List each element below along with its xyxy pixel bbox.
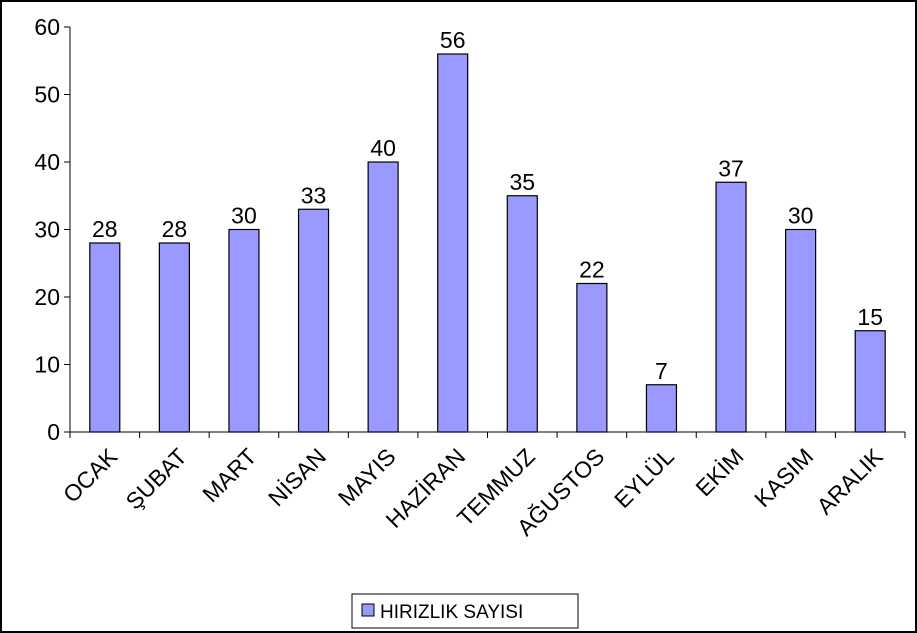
bar xyxy=(89,242,121,433)
data-label: 28 xyxy=(162,216,188,242)
bar xyxy=(367,161,399,433)
data-label: 15 xyxy=(857,304,883,330)
bar xyxy=(158,242,190,433)
data-label: 7 xyxy=(655,358,668,384)
data-label: 33 xyxy=(301,182,327,208)
data-label: 35 xyxy=(509,169,535,195)
y-tick-label: 0 xyxy=(47,419,60,445)
y-tick-label: 50 xyxy=(34,82,60,108)
legend: HIRIZLIK SAYISI xyxy=(351,593,579,629)
legend-label: HIRIZLIK SAYISI xyxy=(380,602,523,623)
legend-swatch xyxy=(361,603,375,617)
bar xyxy=(854,330,886,433)
data-label: 30 xyxy=(231,203,257,229)
y-tick-label: 10 xyxy=(34,352,60,378)
y-tick-label: 40 xyxy=(34,149,60,175)
legend-box xyxy=(351,593,579,629)
bar xyxy=(645,384,678,433)
data-label: 28 xyxy=(92,216,118,242)
data-label: 37 xyxy=(718,155,744,181)
y-tick-label: 60 xyxy=(34,14,60,40)
bar xyxy=(437,53,469,433)
data-label: 22 xyxy=(579,257,605,283)
bar xyxy=(576,282,608,433)
y-tick-label: 20 xyxy=(34,284,60,310)
y-tick-label: 30 xyxy=(34,217,60,243)
bar xyxy=(785,228,817,433)
data-label: 40 xyxy=(370,135,396,161)
bar xyxy=(228,228,260,433)
data-label: 56 xyxy=(440,27,466,53)
bar xyxy=(506,195,538,433)
data-label: 30 xyxy=(788,203,814,229)
bar xyxy=(297,208,330,433)
bar xyxy=(715,181,747,433)
